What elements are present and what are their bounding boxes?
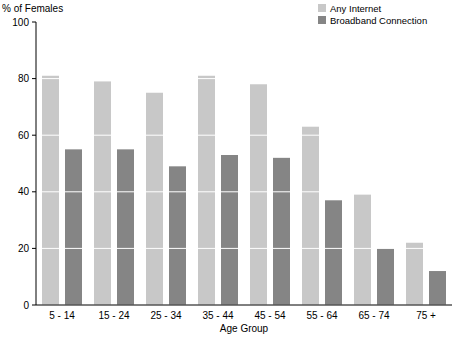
bar	[65, 149, 82, 305]
bar	[406, 243, 423, 305]
x-axis-label: Age Group	[220, 323, 269, 334]
y-tick-label: 40	[18, 186, 30, 197]
bar	[94, 81, 111, 305]
x-axis	[36, 305, 452, 306]
y-axis	[36, 22, 37, 305]
x-tick-label: 5 - 14	[49, 310, 75, 321]
y-tick	[32, 305, 36, 306]
bar	[169, 166, 186, 305]
grid-line	[36, 78, 452, 79]
bar	[273, 158, 290, 305]
y-tick-label: 0	[23, 300, 29, 311]
x-tick-label: 55 - 64	[306, 310, 338, 321]
x-tick-label: 35 - 44	[202, 310, 234, 321]
bar	[302, 127, 319, 305]
y-tick	[32, 191, 36, 192]
y-tick	[32, 78, 36, 79]
bar	[325, 200, 342, 305]
bar	[377, 248, 394, 305]
x-tick-label: 75 +	[416, 310, 436, 321]
x-tick-label: 65 - 74	[358, 310, 390, 321]
y-tick	[32, 135, 36, 136]
y-tick-label: 20	[18, 243, 30, 254]
bar	[429, 271, 446, 305]
y-tick	[32, 22, 36, 23]
x-tick-label: 45 - 54	[254, 310, 286, 321]
x-tick-label: 15 - 24	[98, 310, 130, 321]
bar	[42, 76, 59, 305]
y-axis-label: % of Females	[2, 3, 63, 14]
bar	[221, 155, 238, 305]
grid-line	[36, 191, 452, 192]
bar	[198, 76, 215, 305]
y-tick-label: 100	[12, 17, 29, 28]
grid-line	[36, 248, 452, 249]
legend-swatch	[318, 4, 326, 12]
legend-label: Broadband Connection	[330, 15, 427, 26]
grid-line	[36, 305, 452, 306]
chart: 0 20 40 60 80 100 5 - 14 15 - 24 25 - 34 35 - 44 4…	[0, 0, 454, 340]
y-tick-label: 80	[18, 73, 30, 84]
bar	[146, 93, 163, 305]
legend-label: Any Internet	[330, 3, 382, 14]
y-tick-label: 60	[18, 130, 30, 141]
bar	[117, 149, 134, 305]
bar	[250, 84, 267, 305]
legend: Any InternetBroadband Connection	[318, 3, 427, 26]
x-tick-label: 25 - 34	[150, 310, 182, 321]
y-tick	[32, 248, 36, 249]
bar	[354, 195, 371, 305]
grid-line	[36, 135, 452, 136]
bars	[42, 76, 446, 305]
legend-swatch	[318, 16, 326, 24]
